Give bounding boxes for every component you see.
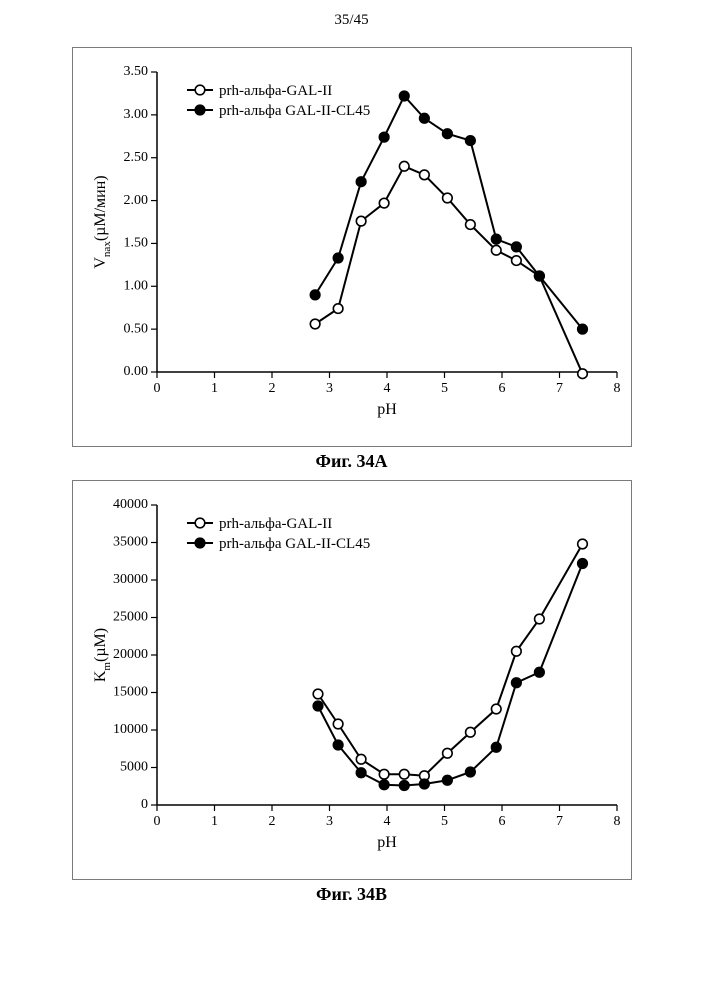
svg-text:pH: pH [377, 401, 397, 418]
svg-text:1: 1 [211, 814, 218, 829]
svg-text:0: 0 [153, 814, 160, 829]
svg-text:6: 6 [498, 381, 505, 396]
svg-text:3: 3 [326, 814, 333, 829]
svg-text:Vnax(µM/мин): Vnax(µM/мин) [92, 175, 113, 268]
chart-b-caption: Фиг. 34B [72, 884, 632, 905]
svg-text:1: 1 [211, 381, 218, 396]
svg-text:7: 7 [556, 814, 563, 829]
chart-a-svg: 0.00 0.50 1.00 1.50 2.00 2.50 3.00 3.50 0 1 2 3 4 5 6 7… [87, 62, 627, 422]
svg-text:4: 4 [383, 814, 390, 829]
svg-text:3.00: 3.00 [123, 107, 148, 122]
svg-text:0: 0 [141, 797, 148, 812]
svg-text:3.50: 3.50 [123, 64, 148, 79]
chart-b-svg: 0 5000 10000 15000 20000 25000 30000 35000 40000… [87, 495, 627, 855]
svg-text:2: 2 [268, 381, 275, 396]
svg-text:Km(µM): Km(µM) [92, 628, 113, 682]
chart-b-frame: 0 5000 10000 15000 20000 25000 30000 35000 40000… [72, 480, 632, 880]
svg-text:35000: 35000 [113, 535, 148, 550]
svg-text:40000: 40000 [113, 497, 148, 512]
svg-text:prh-альфа GAL-II-CL45: prh-альфа GAL-II-CL45 [219, 536, 370, 552]
svg-text:prh-альфа GAL-II-CL45: prh-альфа GAL-II-CL45 [219, 103, 370, 119]
svg-text:30000: 30000 [113, 572, 148, 587]
svg-text:8: 8 [613, 381, 620, 396]
svg-text:15000: 15000 [113, 685, 148, 700]
svg-text:0.00: 0.00 [123, 364, 148, 379]
svg-text:pH: pH [377, 834, 397, 851]
chart-a-frame: 0.00 0.50 1.00 1.50 2.00 2.50 3.00 3.50 0 1 2 3 4 5 6 7… [72, 47, 632, 447]
svg-text:prh-альфа-GAL-II: prh-альфа-GAL-II [219, 83, 332, 99]
svg-text:3: 3 [326, 381, 333, 396]
svg-text:2.00: 2.00 [123, 193, 148, 208]
svg-text:4: 4 [383, 381, 390, 396]
svg-text:5: 5 [441, 381, 448, 396]
svg-text:7: 7 [556, 381, 563, 396]
page: 35/45 0.00 0.50 1.00 1.50 2.00 2.50 3.00 3.50 0 1… [0, 0, 703, 1000]
svg-text:2: 2 [268, 814, 275, 829]
page-number: 35/45 [0, 12, 703, 29]
svg-text:6: 6 [498, 814, 505, 829]
svg-text:0: 0 [153, 381, 160, 396]
svg-text:1.00: 1.00 [123, 279, 148, 294]
svg-text:0.50: 0.50 [123, 321, 148, 336]
chart-b-block: 0 5000 10000 15000 20000 25000 30000 35000 40000… [72, 480, 632, 905]
svg-text:2.50: 2.50 [123, 150, 148, 165]
svg-text:20000: 20000 [113, 647, 148, 662]
svg-text:1.50: 1.50 [123, 236, 148, 251]
svg-text:25000: 25000 [113, 610, 148, 625]
svg-text:prh-альфа-GAL-II: prh-альфа-GAL-II [219, 516, 332, 532]
svg-text:5000: 5000 [120, 760, 148, 775]
svg-text:5: 5 [441, 814, 448, 829]
chart-a-caption: Фиг. 34A [72, 451, 632, 472]
svg-text:8: 8 [613, 814, 620, 829]
svg-text:10000: 10000 [113, 722, 148, 737]
chart-a-block: 0.00 0.50 1.00 1.50 2.00 2.50 3.00 3.50 0 1 2 3 4 5 6 7… [72, 47, 632, 472]
